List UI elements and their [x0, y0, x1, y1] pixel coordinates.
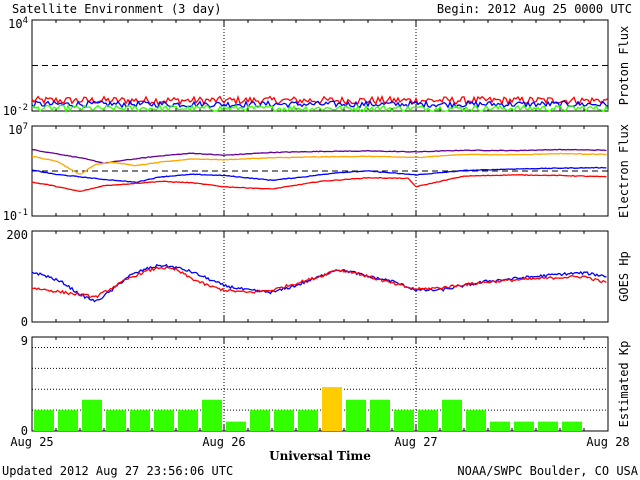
- kp-bar: [106, 410, 126, 431]
- y-axis-label: Proton Flux: [617, 26, 631, 105]
- kp-bar: [322, 387, 342, 431]
- kp-bar: [346, 399, 366, 431]
- electron-series-orange: [31, 152, 607, 175]
- y-tick-label: 200: [6, 228, 28, 242]
- kp-bar: [442, 399, 462, 431]
- y-tick-label: 104: [8, 16, 28, 31]
- kp-bar: [562, 421, 582, 431]
- chart-title: Satellite Environment (3 day): [12, 2, 222, 16]
- kp-bar: [514, 421, 534, 431]
- x-tick-label: Aug 27: [394, 435, 437, 449]
- kp-bar: [34, 410, 54, 431]
- kp-bar: [418, 410, 438, 431]
- electron-series-purple: [31, 148, 607, 164]
- kp-bar: [274, 410, 294, 431]
- kp-bar: [130, 410, 150, 431]
- y-tick-label: 0: [21, 315, 28, 329]
- y-tick-label: 10-2: [3, 103, 28, 118]
- proton-series-green: [31, 103, 609, 114]
- kp-bar: [82, 399, 102, 431]
- kp-bar: [538, 421, 558, 431]
- kp-bar: [298, 410, 318, 431]
- y-tick-label: 9: [21, 334, 28, 348]
- kp-bar: [58, 410, 78, 431]
- y-axis-label: Electron Flux: [617, 124, 631, 218]
- hp-series-red: [31, 266, 607, 299]
- begin-label: Begin: 2012 Aug 25 0000 UTC: [437, 2, 632, 16]
- y-tick-label: 0: [21, 424, 28, 438]
- kp-bar: [394, 410, 414, 431]
- kp-bar: [154, 410, 174, 431]
- panel-frame: [31, 125, 609, 217]
- kp-bar: [202, 399, 222, 431]
- x-tick-label: Aug 25: [10, 435, 53, 449]
- x-axis-label: Universal Time: [269, 449, 371, 463]
- estimated-kp-panel: 9 0 Estimated Kp: [21, 334, 631, 438]
- electron-flux-panel: 107 10-1 Electron Flux: [3, 122, 631, 223]
- kp-bar: [250, 410, 270, 431]
- x-tick-label: Aug 26: [202, 435, 245, 449]
- electron-series-blue: [31, 166, 607, 184]
- y-tick-label: 10-1: [3, 208, 28, 223]
- goes-hp-panel: 200 0 GOES Hp: [6, 228, 631, 329]
- x-axis: Aug 25 Aug 26 Aug 27 Aug 28: [10, 435, 629, 449]
- y-axis-label: GOES Hp: [617, 251, 631, 302]
- x-tick-label: Aug 28: [586, 435, 629, 449]
- electron-series-red: [31, 173, 607, 193]
- kp-bar: [490, 421, 510, 431]
- kp-bar: [370, 399, 390, 431]
- y-axis-label: Estimated Kp: [617, 341, 631, 428]
- kp-bar: [178, 410, 198, 431]
- y-tick-label: 107: [8, 122, 28, 137]
- kp-bar: [466, 410, 486, 431]
- updated-label: Updated 2012 Aug 27 23:56:06 UTC: [2, 464, 233, 478]
- credit-label: NOAA/SWPC Boulder, CO USA: [457, 464, 638, 478]
- proton-flux-panel: 104 10-2 Proton Flux: [3, 16, 631, 118]
- kp-bar: [226, 421, 246, 431]
